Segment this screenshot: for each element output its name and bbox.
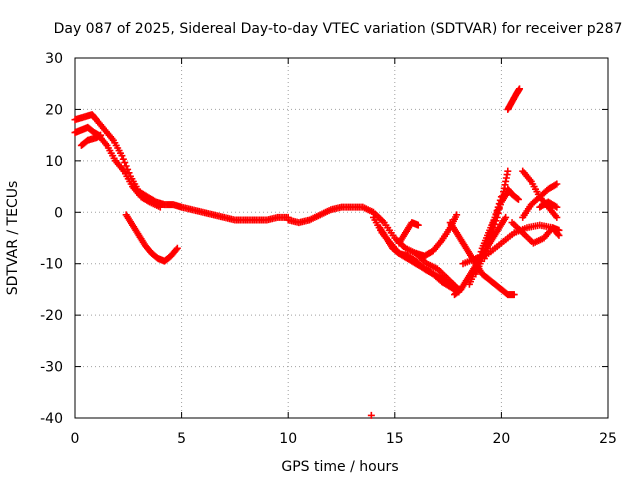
chart-title: Day 087 of 2025, Sidereal Day-to-day VTE… [54, 21, 623, 37]
x-tick-label: 5 [177, 431, 186, 447]
data-point [553, 203, 561, 211]
data-point [414, 221, 422, 229]
y-tick-label: 0 [54, 205, 63, 221]
data-point [492, 217, 500, 225]
data-point [121, 159, 129, 167]
series-track-1 [71, 111, 292, 224]
data-point [485, 241, 493, 249]
y-tick-label: -20 [40, 308, 63, 324]
data-point [486, 237, 494, 245]
data-point [493, 213, 501, 221]
y-tick-label: 10 [45, 154, 63, 170]
data-point [491, 220, 499, 228]
data-point [484, 244, 492, 252]
series-track-9 [412, 211, 461, 260]
x-tick-label: 25 [599, 431, 617, 447]
data-point [173, 244, 181, 252]
y-tick-label: -40 [40, 411, 63, 427]
data-point [553, 180, 561, 188]
data-point [156, 203, 164, 211]
series-track-16 [508, 219, 563, 247]
data-point [513, 195, 521, 203]
series-track-3 [77, 131, 105, 149]
data-point [122, 162, 130, 170]
x-tick-label: 10 [279, 431, 297, 447]
x-tick-label: 20 [492, 431, 510, 447]
y-tick-label: -30 [40, 360, 63, 376]
y-axis-title: SDTVAR / TECUs [5, 181, 21, 296]
data-point [498, 192, 506, 200]
data-point [119, 155, 127, 163]
data-point [551, 181, 559, 189]
series-track-21 [504, 85, 524, 113]
data-point [97, 131, 105, 139]
data-point [488, 231, 496, 239]
series-track-17 [519, 180, 561, 221]
data-point [504, 167, 512, 175]
data-point [502, 213, 510, 221]
data-point [497, 196, 505, 204]
data-point [487, 234, 495, 242]
data-point [495, 205, 503, 213]
series-track-18 [519, 167, 561, 221]
x-ticks: 0 5 10 15 20 25 [71, 58, 617, 447]
y-tick-label: 30 [45, 51, 63, 67]
data-point [494, 209, 502, 217]
data-point [555, 231, 563, 239]
data-point [516, 85, 524, 93]
data-point [553, 213, 561, 221]
y-tick-label: -10 [40, 257, 63, 273]
series-track-15 [459, 221, 563, 268]
x-tick-label: 15 [386, 431, 404, 447]
series-track-4 [122, 211, 181, 265]
series-track-19 [536, 198, 561, 211]
data-point [118, 152, 126, 160]
y-ticks: -40 -30 -20 -10 0 10 20 30 [40, 51, 608, 427]
data-point [490, 224, 498, 232]
data-point [367, 411, 375, 419]
data-point [514, 195, 522, 203]
series-track-8 [395, 219, 422, 247]
series-track-7 [376, 224, 463, 293]
series-outlier [367, 411, 375, 419]
data-point [453, 211, 461, 219]
data-point [554, 230, 562, 238]
data-point [510, 291, 518, 299]
plot-frame [74, 57, 609, 419]
data-point [489, 227, 497, 235]
data-points [71, 85, 563, 419]
x-axis-title: GPS time / hours [281, 459, 398, 475]
data-point [551, 202, 559, 210]
x-tick-label: 0 [71, 431, 80, 447]
data-point [172, 246, 180, 254]
data-point [496, 201, 504, 209]
y-tick-label: 20 [45, 102, 63, 118]
series-track-20 [504, 185, 522, 203]
